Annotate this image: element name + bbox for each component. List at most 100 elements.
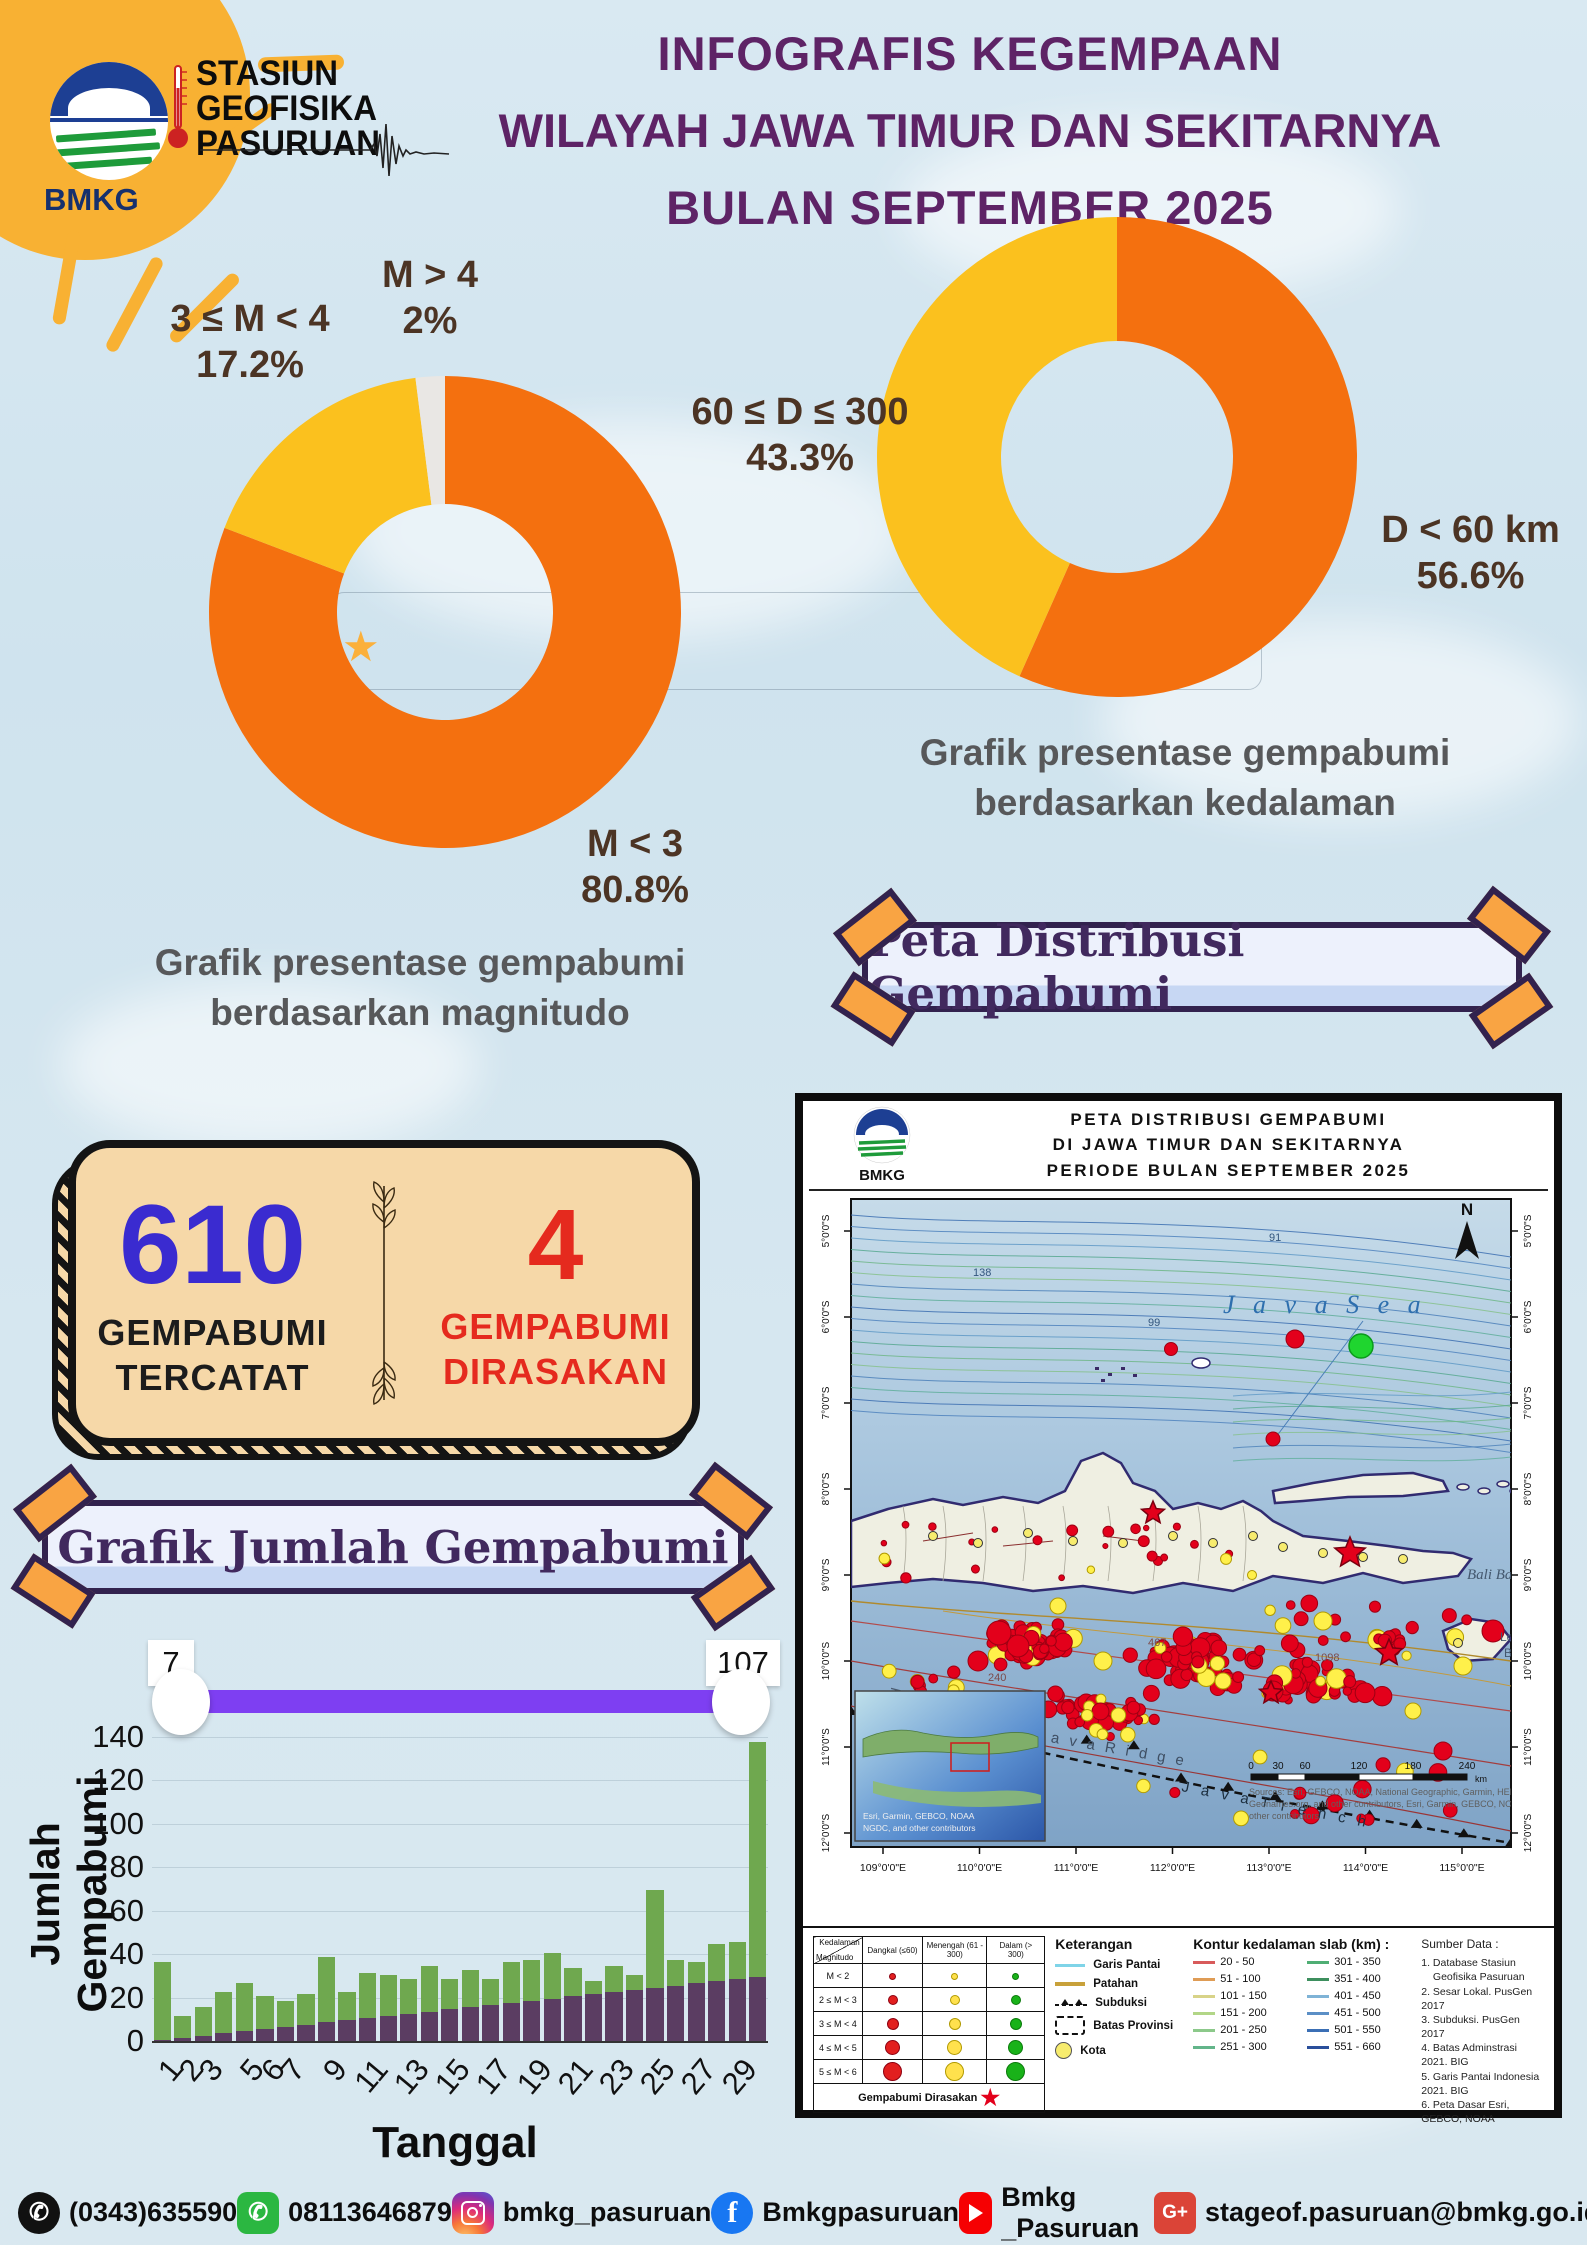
lat-label: 9°0'0"S [1523,1558,1534,1591]
north-arrow-icon [1455,1221,1479,1259]
legend-cell [922,2035,988,2060]
footer-label: 08113646879 [288,2197,452,2227]
bar-day-11 [358,1738,377,2042]
bar-day-7 [276,1738,295,2042]
quake-dot [1093,1651,1113,1671]
bar-green-segment [646,1890,664,1988]
bar-green-segment [194,2007,212,2036]
bar-purple-segment [317,2022,336,2042]
footer-contact-googleplus[interactable]: G+ stageof.pasuruan@bmkg.go.id [1154,2191,1587,2234]
quake-dot [1053,1632,1073,1652]
range-slider-handle-right[interactable] [712,1669,770,1735]
lon-label: 114°0'0"E [1343,1862,1388,1874]
bar-day-13 [400,1738,418,2042]
map-label: Geonames.org, and other contributors, Es… [1249,1799,1524,1809]
felt-quake-star [1257,1679,1285,1705]
bar-day-8 [297,1738,315,2042]
y-tick-label: 100 [92,1805,144,1841]
lon-label: 110°0'0"E [957,1862,1002,1874]
quake-dot [1401,1650,1412,1661]
bar-green-segment [605,1966,623,1993]
bar-day-25 [646,1738,664,2042]
y-tick-label: 140 [92,1719,144,1754]
quake-dot [1321,1659,1334,1672]
keterangan-item-kota: Kota [1055,2042,1183,2059]
bar-day-14 [420,1738,438,2042]
map-label: 138 [973,1267,991,1279]
map-label: other contributors [1249,1811,1320,1821]
gridline [152,1780,768,1782]
keterangan-items: Garis Pantai Patahan Subduksi Batas Provins… [1055,1959,1183,2059]
quake-dot [1191,1655,1205,1669]
quake-dot [1405,1620,1419,1635]
gridline [152,1997,768,1999]
kontur-title: Kontur kedalaman slab (km) : [1193,1936,1390,1952]
bar-green-segment [441,1979,459,2010]
bar-green-segment [358,1972,377,2019]
legend-cell [986,2011,1046,2036]
quake-dot [1325,1794,1344,1813]
footer-contact-phone[interactable]: ✆ (0343)635590 [18,2191,237,2234]
footer-label: Bmkg _Pasuruan [1001,2181,1140,2243]
quake-dot [1091,1702,1110,1721]
bar-purple-segment [297,2024,315,2042]
bar-day-5 [235,1738,253,2042]
footer-contact-whatsapp[interactable]: ✆ 08113646879 [237,2191,452,2234]
bar-purple-segment [420,2011,438,2042]
legend-cell [861,1963,924,1988]
city-dot [1208,1538,1218,1548]
map-label: 91 [1269,1232,1281,1244]
kontur-range: 201 - 250 [1193,2024,1297,2036]
y-tick-label: 60 [109,1892,144,1928]
map-label: Sources: Esri, GEBCO, NOAA, National Geo… [1249,1787,1525,1797]
quake-dot [970,1564,980,1574]
bar-purple-segment [584,1994,603,2042]
gridline [152,1954,768,1956]
map-label: km [1475,1774,1487,1784]
sumber-data: Sumber Data : 1. Database Stasiun Geofisi… [1421,1936,1546,2125]
quake-dot [1254,1645,1266,1657]
quake-dot [1164,1342,1178,1356]
lat-label: 7°0'0"S [1523,1386,1534,1419]
bar-day-23 [605,1738,623,2042]
gridline [152,1910,768,1912]
footer-contact-facebook[interactable]: f Bmkgpasuruan [711,2191,959,2234]
quake-dot [1061,1700,1075,1715]
bar-green-segment [708,1944,726,1982]
bar-green-segment [276,2000,295,2027]
svg-text:BMKG: BMKG [859,1167,905,1184]
cloud-decoration [60,980,480,1150]
quake-dot [1142,1524,1150,1532]
legend-cell [922,2011,988,2036]
legend-cell: 3 ≤ M < 4 [813,2011,863,2036]
recorded-count: 610 [119,1182,306,1308]
donut-mag-label-low: M < 3 80.8% [581,823,689,911]
donut-mag-label-high: M > 4 2% [381,254,479,342]
legend-cell [922,1963,988,1988]
keterangan-item-garis-pantai: Garis Pantai [1055,1959,1183,1971]
footer-contact-instagram[interactable]: bmkg_pasuruan [451,2191,711,2234]
map-banner-title: Peta Distribusi Gempabumi [868,914,1245,1020]
quake-dot [1148,1713,1160,1725]
footer-contact-youtube[interactable]: Bmkg _Pasuruan [958,2181,1154,2244]
lat-label: 10°0'0"S [821,1641,832,1680]
quake-dot [1047,1685,1064,1702]
map-label: 30 [1272,1761,1284,1772]
range-slider-handle-left[interactable] [152,1669,210,1735]
bar-chart-xlabel: Tanggal [372,2118,538,2167]
bar-purple-segment [749,1976,767,2042]
donut-dep-caption: Grafik presentase gempabumi berdasarkan k… [919,732,1451,823]
lat-label: 11°0'0"S [821,1728,832,1766]
map-label: 60 [1299,1761,1311,1772]
y-tick-label: 80 [109,1849,144,1885]
legend-cell: Gempabumi Dirasakan ★ [812,2083,1046,2113]
x-axis-line [152,2041,768,2043]
bar-purple-segment [235,2031,253,2042]
quake-dot [1441,1608,1457,1624]
quake-dot [1326,1668,1347,1689]
range-slider-track[interactable] [178,1690,746,1713]
chart-banner-title: Grafik Jumlah Gempabumi [57,1520,729,1574]
map-label: 99 [1148,1317,1160,1329]
